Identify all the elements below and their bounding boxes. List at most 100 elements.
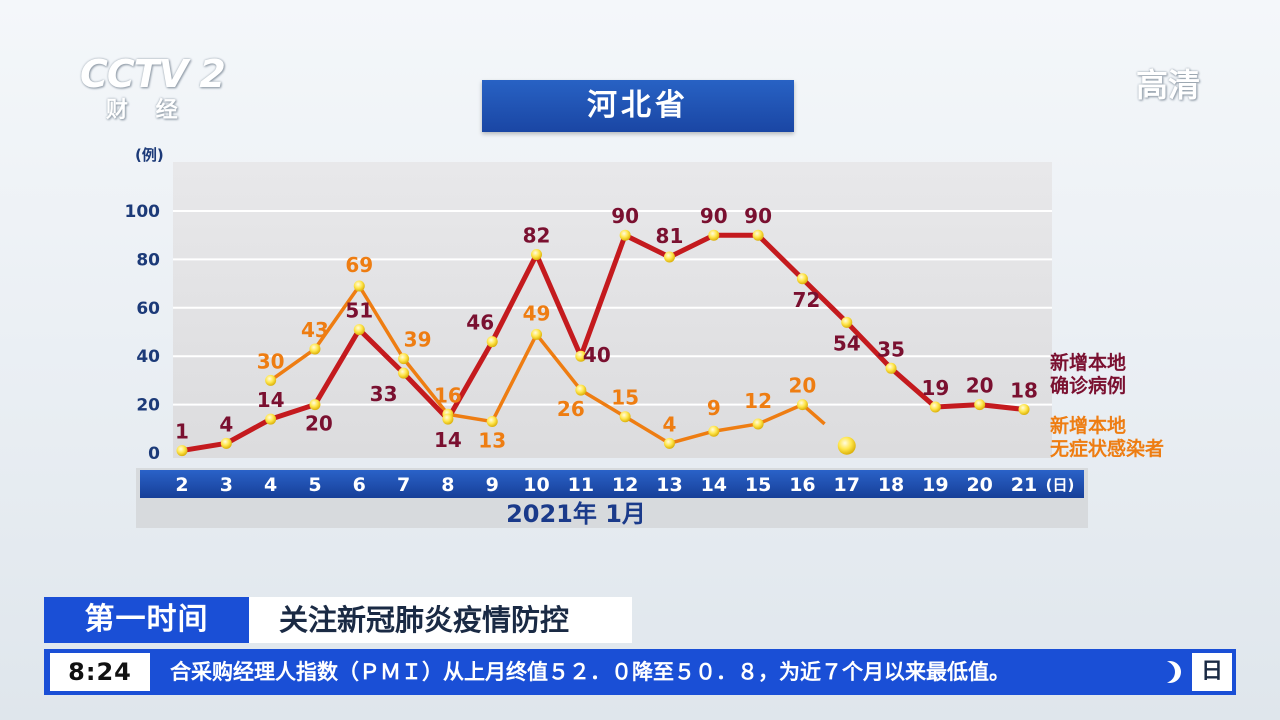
- x-tick-label: 2: [175, 474, 188, 496]
- data-label-asymptomatic: 9: [707, 396, 721, 420]
- data-label-confirmed: 33: [370, 382, 398, 406]
- data-point-confirmed: [885, 362, 897, 374]
- series-line-asymptomatic: [269, 284, 826, 446]
- data-point-confirmed: [575, 350, 587, 362]
- x-tick-label: 5: [308, 474, 321, 496]
- data-label-confirmed: 81: [656, 224, 684, 248]
- data-point-asymptomatic: [309, 343, 321, 355]
- x-tick-label: 15: [745, 474, 771, 496]
- y-tick-label: 20: [136, 396, 160, 416]
- data-point-confirmed: [531, 249, 543, 261]
- animated-point: [837, 436, 856, 455]
- clock: 8:24: [50, 653, 150, 691]
- data-label-confirmed: 82: [523, 224, 551, 248]
- data-label-confirmed: 14: [257, 388, 285, 412]
- x-tick-label: 3: [220, 474, 233, 496]
- data-point-confirmed: [353, 324, 365, 336]
- data-point-asymptomatic: [708, 425, 720, 437]
- data-label-confirmed: 90: [700, 204, 728, 228]
- data-label-confirmed: 35: [877, 337, 905, 361]
- x-axis-unit: (日): [1046, 476, 1075, 494]
- chart-title: 河北省: [482, 80, 794, 132]
- data-label-asymptomatic: 30: [257, 349, 285, 373]
- data-point-asymptomatic: [531, 328, 543, 340]
- data-point-confirmed: [663, 251, 675, 263]
- x-tick-label: 9: [486, 474, 499, 496]
- x-tick-label: 21: [1011, 474, 1037, 496]
- legend-asymptomatic-line1: 新增本地: [1050, 414, 1126, 437]
- x-tick-label: 13: [656, 474, 682, 496]
- data-point-confirmed: [486, 336, 498, 348]
- data-label-asymptomatic: 4: [663, 412, 677, 436]
- data-point-confirmed: [974, 399, 986, 411]
- data-point-confirmed: [265, 413, 277, 425]
- data-point-confirmed: [752, 229, 764, 241]
- data-point-asymptomatic: [353, 280, 365, 292]
- y-axis-unit: (例): [135, 146, 164, 164]
- x-tick-label: 6: [353, 474, 366, 496]
- data-label-confirmed: 20: [966, 374, 994, 398]
- x-axis-title: 2021年 1月: [506, 500, 646, 528]
- data-label-confirmed: 40: [583, 343, 611, 367]
- data-label-confirmed: 14: [434, 428, 462, 452]
- data-label-confirmed: 18: [1010, 378, 1038, 402]
- data-label-confirmed: 20: [305, 412, 333, 436]
- data-point-confirmed: [442, 413, 454, 425]
- day-box: 日: [1192, 653, 1232, 691]
- data-point-confirmed: [220, 437, 232, 449]
- x-tick-label: 4: [264, 474, 277, 496]
- data-label-asymptomatic: 39: [404, 328, 432, 352]
- data-label-asymptomatic: 20: [788, 374, 816, 398]
- data-label-asymptomatic: 43: [301, 318, 329, 342]
- moon-icon: [1159, 661, 1181, 683]
- x-tick-label: 12: [612, 474, 638, 496]
- x-tick-label: 11: [568, 474, 594, 496]
- data-label-confirmed: 90: [611, 204, 639, 228]
- ticker-text: 合采购经理人指数（ＰＭＩ）从上月终值５２．０降至５０．８，为近７个月以来最低值。: [170, 660, 1010, 684]
- data-point-asymptomatic: [398, 353, 410, 365]
- x-tick-label: 7: [397, 474, 410, 496]
- program-tag: 第一时间: [44, 597, 249, 643]
- data-label-asymptomatic: 13: [478, 429, 506, 453]
- data-label-asymptomatic: 69: [345, 253, 373, 277]
- headline: 关注新冠肺炎疫情防控: [249, 597, 632, 643]
- data-label-confirmed: 1: [175, 420, 189, 444]
- data-label-asymptomatic: 26: [557, 397, 585, 421]
- data-point-asymptomatic: [663, 437, 675, 449]
- series-line-confirmed: [181, 232, 849, 454]
- x-tick-label: 20: [966, 474, 992, 496]
- data-label-confirmed: 4: [219, 412, 233, 436]
- data-point-confirmed: [309, 399, 321, 411]
- data-point-asymptomatic: [752, 418, 764, 430]
- data-label-confirmed: 54: [833, 331, 861, 355]
- y-tick-label: 0: [148, 444, 160, 464]
- data-point-confirmed: [796, 273, 808, 285]
- y-tick-label: 100: [125, 202, 161, 222]
- news-ticker: 8:24 合采购经理人指数（ＰＭＩ）从上月终值５２．０降至５０．８，为近７个月以…: [44, 649, 1236, 695]
- data-point-confirmed: [708, 229, 720, 241]
- data-label-confirmed: 51: [345, 299, 373, 323]
- x-tick-label: 10: [523, 474, 549, 496]
- data-label-confirmed: 19: [921, 376, 949, 400]
- y-tick-label: 60: [136, 299, 160, 319]
- data-point-asymptomatic: [796, 399, 808, 411]
- x-tick-label: 18: [878, 474, 904, 496]
- data-label-confirmed: 90: [744, 204, 772, 228]
- data-point-confirmed: [176, 445, 188, 457]
- x-tick-label: 8: [441, 474, 454, 496]
- data-point-asymptomatic: [265, 374, 277, 386]
- news-bar: 第一时间 关注新冠肺炎疫情防控: [44, 597, 632, 643]
- legend-asymptomatic-line2: 无症状感染者: [1050, 437, 1164, 460]
- data-point-confirmed: [841, 316, 853, 328]
- x-tick-label: 17: [834, 474, 860, 496]
- data-label-asymptomatic: 15: [611, 386, 639, 410]
- x-tick-label: 14: [701, 474, 727, 496]
- y-tick-label: 40: [136, 347, 160, 367]
- legend-confirmed-line2: 确诊病例: [1050, 374, 1126, 397]
- data-point-confirmed: [619, 229, 631, 241]
- data-label-asymptomatic: 16: [434, 383, 462, 407]
- data-label-asymptomatic: 12: [744, 389, 772, 413]
- data-point-asymptomatic: [486, 416, 498, 428]
- x-tick-label: 19: [922, 474, 948, 496]
